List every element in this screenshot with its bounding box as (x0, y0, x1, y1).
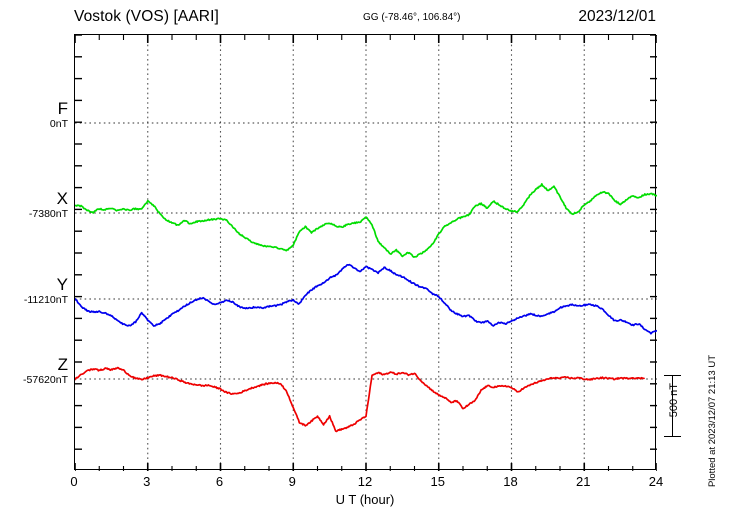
component-baseline-y: -11210nT (23, 293, 68, 306)
component-letter-f: F (57, 99, 68, 118)
x-tick-label: 0 (70, 474, 78, 489)
component-label-f: F 0nT (4, 100, 68, 130)
component-label-z: Z -57620nT (4, 356, 68, 386)
x-tick-label: 18 (503, 474, 518, 489)
plot-area (74, 34, 657, 471)
x-tick-label: 12 (357, 474, 373, 489)
component-letter-z: Z (57, 355, 68, 374)
x-tick-label: 15 (430, 474, 445, 489)
geographic-coordinates: GG (-78.46°, 106.84°) (363, 12, 461, 23)
chart-header: Vostok (VOS) [AARI] GG (-78.46°, 106.84°… (0, 0, 730, 34)
x-tick-label: 21 (576, 474, 591, 489)
component-letter-y: Y (56, 275, 68, 294)
x-axis-title: U T (hour) (335, 492, 395, 507)
scale-bar (672, 375, 674, 437)
grid-layer (75, 35, 657, 471)
plotted-at-text: Plotted at 2023/12/07 21:13 UT (707, 355, 718, 488)
trace-canvas (75, 35, 657, 471)
page-title: Vostok (VOS) [AARI] (74, 8, 219, 25)
component-letter-x: X (56, 189, 68, 208)
trace-layer (75, 183, 657, 433)
scale-bar-top-cap (664, 375, 681, 377)
scale-bar-label: 500 nT (668, 383, 680, 418)
component-label-x: X -7380nT (4, 190, 68, 220)
component-baseline-z: -57620nT (23, 373, 68, 386)
scale-bar-bottom-cap (664, 436, 681, 438)
x-tick-label: 3 (143, 474, 151, 489)
tick-layer (75, 35, 657, 471)
x-tick-label: 9 (288, 474, 296, 489)
x-tick-label: 24 (648, 474, 664, 489)
plot-date: 2023/12/01 (578, 8, 656, 25)
component-label-y: Y -11210nT (4, 276, 68, 306)
component-baseline-f: 0nT (49, 117, 68, 130)
x-tick-label: 6 (215, 474, 224, 489)
component-baseline-x: -7380nT (28, 207, 68, 220)
